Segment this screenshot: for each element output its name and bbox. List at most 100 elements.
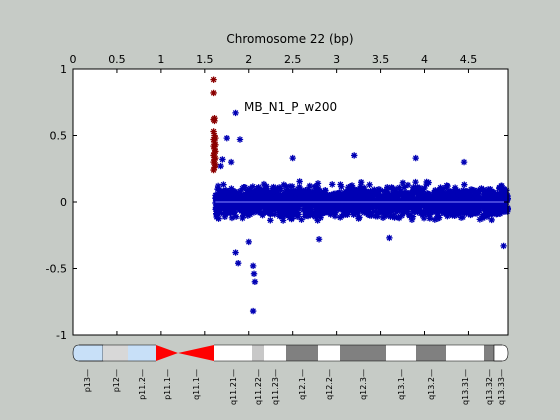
main-point: [316, 190, 323, 198]
main-point: [253, 192, 260, 199]
main-point: [491, 193, 499, 200]
main-point: [440, 188, 447, 196]
main-point: [239, 202, 246, 210]
main-point: [283, 183, 290, 190]
main-outlier-point: [219, 156, 226, 163]
main-point: [415, 204, 422, 212]
main-point: [326, 192, 333, 199]
main-point: [244, 208, 251, 216]
main-point: [434, 215, 442, 222]
ideogram-band-label: q11.23—: [271, 369, 280, 405]
x-tick-label: 1.5: [196, 53, 214, 66]
main-point: [314, 180, 322, 187]
main-point: [292, 187, 299, 195]
main-point: [426, 215, 434, 222]
main-point: [223, 209, 231, 217]
ideogram-band-label: q12.3—: [359, 369, 368, 400]
ideogram-band: [416, 345, 446, 361]
y-tick-label: 0: [60, 196, 67, 209]
main-point: [305, 186, 312, 193]
main-point: [289, 190, 297, 197]
main-point: [373, 200, 381, 208]
main-point: [251, 201, 258, 208]
main-point: [363, 203, 370, 210]
main-point: [311, 183, 319, 191]
main-point: [350, 186, 357, 194]
main-point: [267, 217, 274, 224]
ideogram-band: [484, 345, 494, 361]
main-point: [255, 186, 262, 193]
ideogram-band: [264, 345, 286, 361]
main-point: [298, 195, 306, 202]
main-point: [317, 204, 325, 211]
main-point: [370, 208, 378, 215]
main-point: [488, 216, 495, 224]
main-point: [494, 199, 502, 206]
main-point: [344, 207, 351, 215]
main-point: [329, 181, 336, 188]
main-point: [411, 208, 418, 215]
main-point: [460, 202, 468, 209]
main-point: [388, 184, 396, 192]
main-point: [247, 189, 255, 196]
main-point: [286, 214, 293, 221]
ideogram-band-label: p11.1—: [163, 369, 172, 400]
main-point: [243, 205, 250, 213]
ideogram-band: [252, 345, 264, 361]
main-point: [246, 209, 254, 216]
main-outlier-point: [412, 154, 419, 162]
series-annotation: MB_N1_P_w200: [244, 100, 337, 114]
ideogram-band-label: q11.21—: [229, 369, 238, 405]
main-point: [339, 203, 346, 210]
main-point: [216, 203, 223, 211]
highlight-point: [211, 149, 218, 156]
main-point: [274, 187, 281, 195]
main-point: [467, 211, 474, 218]
main-point: [320, 202, 327, 209]
main-point: [257, 209, 265, 216]
main-point: [213, 212, 221, 219]
main-point: [258, 189, 265, 196]
main-point: [378, 208, 386, 216]
main-point: [320, 208, 327, 216]
main-point: [278, 194, 285, 201]
main-point: [387, 205, 394, 213]
main-point: [240, 191, 247, 199]
ideogram-band-label: q12.1—: [298, 369, 307, 400]
main-point: [391, 205, 399, 212]
main-point: [392, 185, 400, 193]
main-point: [379, 200, 387, 207]
main-point: [488, 198, 496, 205]
main-point: [251, 187, 258, 194]
main-point: [431, 206, 439, 213]
main-outlier-point: [250, 270, 258, 278]
main-point: [237, 188, 244, 195]
main-point: [320, 204, 328, 211]
main-point: [317, 197, 324, 204]
main-point: [324, 201, 331, 208]
main-point: [365, 195, 373, 202]
highlight-point: [212, 161, 219, 168]
highlight-point: [210, 142, 217, 150]
ideogram-band: [340, 345, 386, 361]
main-point: [412, 201, 419, 208]
main-point: [245, 196, 252, 203]
main-point: [289, 183, 296, 190]
main-point: [268, 198, 276, 205]
main-point: [315, 201, 322, 208]
main-point: [367, 203, 374, 210]
main-point: [274, 195, 281, 202]
main-outlier-point: [351, 152, 358, 159]
main-point: [480, 186, 487, 194]
main-point: [438, 208, 445, 215]
highlight-point: [210, 166, 217, 174]
main-point: [362, 206, 369, 214]
main-point: [404, 204, 411, 211]
main-point: [229, 207, 237, 214]
main-point: [366, 191, 374, 199]
main-point: [296, 183, 303, 191]
main-point: [215, 215, 222, 222]
highlight-point: [210, 89, 217, 97]
ideogram-band-label: q13.1—: [397, 369, 406, 400]
main-point: [444, 212, 451, 220]
